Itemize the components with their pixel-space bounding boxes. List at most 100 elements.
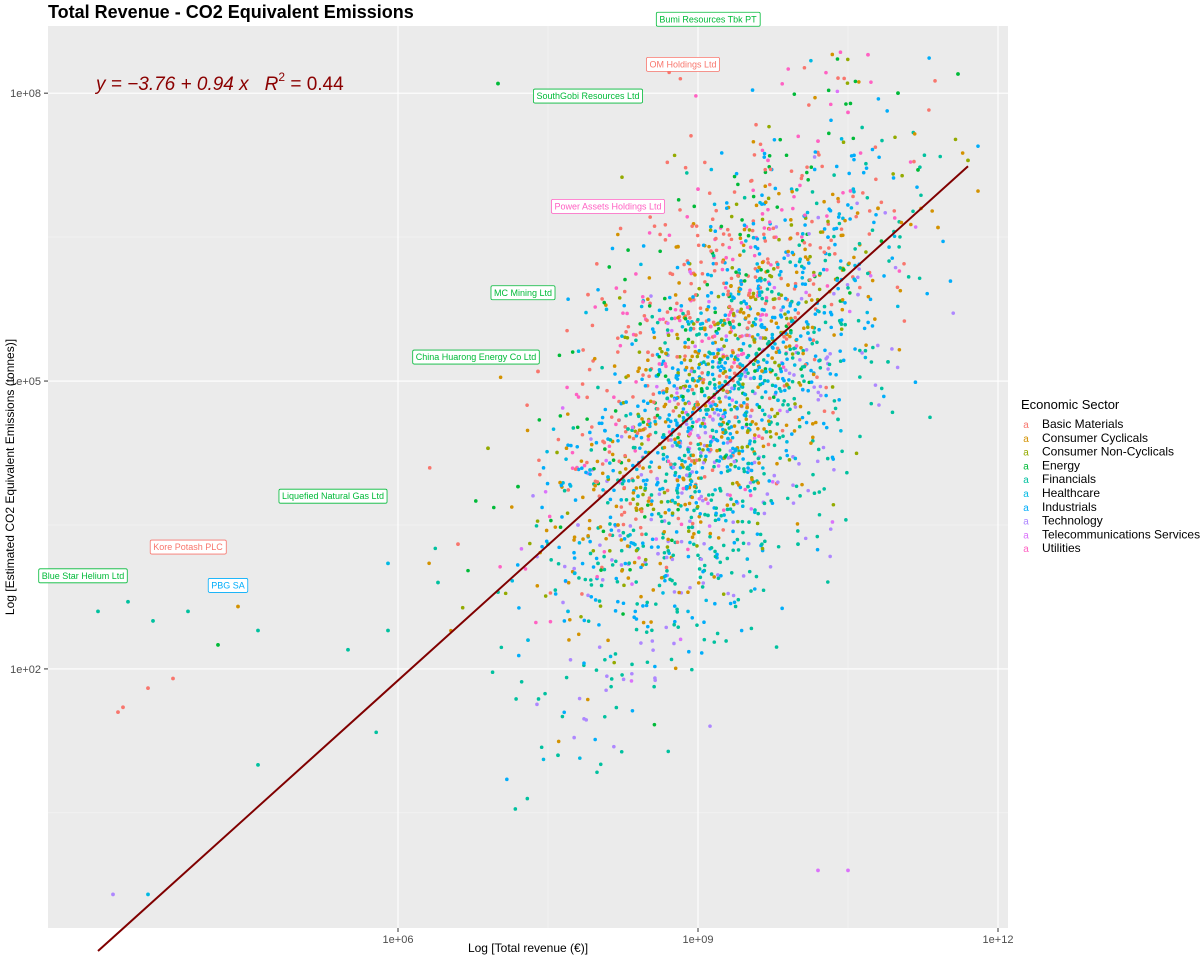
data-point bbox=[781, 305, 785, 309]
data-point bbox=[540, 544, 544, 549]
data-point bbox=[686, 345, 691, 350]
data-point bbox=[652, 400, 656, 405]
data-point bbox=[686, 447, 690, 452]
data-point bbox=[619, 505, 624, 509]
data-point bbox=[708, 434, 713, 439]
data-point bbox=[841, 358, 846, 363]
data-point bbox=[706, 447, 710, 452]
data-point bbox=[742, 413, 747, 417]
data-point bbox=[649, 502, 654, 507]
data-point bbox=[735, 430, 739, 435]
data-point bbox=[725, 389, 729, 394]
data-point bbox=[617, 418, 621, 423]
data-point bbox=[721, 430, 725, 435]
data-point bbox=[776, 262, 780, 267]
data-point bbox=[754, 574, 759, 579]
data-point bbox=[919, 193, 923, 198]
data-point bbox=[602, 549, 607, 554]
data-point bbox=[628, 501, 633, 506]
data-point bbox=[633, 542, 637, 547]
data-point bbox=[769, 263, 773, 267]
data-point bbox=[796, 542, 800, 547]
data-point bbox=[589, 578, 593, 582]
data-point bbox=[725, 356, 730, 361]
data-point bbox=[848, 189, 853, 193]
data-point bbox=[775, 422, 780, 426]
data-point bbox=[677, 432, 681, 436]
data-point bbox=[764, 430, 769, 434]
data-point bbox=[657, 368, 662, 372]
data-point bbox=[721, 592, 726, 596]
data-point bbox=[715, 552, 719, 557]
data-point bbox=[647, 276, 652, 280]
data-point bbox=[782, 378, 786, 383]
data-point bbox=[564, 446, 569, 450]
data-point bbox=[742, 279, 747, 283]
data-point bbox=[681, 407, 686, 411]
data-point bbox=[811, 372, 816, 377]
data-point bbox=[386, 561, 390, 566]
data-point bbox=[538, 472, 542, 477]
data-point bbox=[665, 455, 669, 459]
data-point bbox=[713, 518, 718, 523]
x-tick-label: 1e+09 bbox=[683, 934, 714, 946]
data-point bbox=[664, 472, 669, 476]
data-point bbox=[537, 418, 542, 422]
data-point bbox=[639, 565, 643, 570]
data-point bbox=[666, 549, 671, 553]
data-point bbox=[699, 454, 703, 458]
data-point bbox=[830, 192, 835, 197]
data-point bbox=[668, 462, 673, 467]
data-point bbox=[762, 501, 767, 506]
annotation-label: Blue Star Helium Ltd bbox=[38, 568, 128, 584]
data-point bbox=[646, 350, 650, 355]
data-point bbox=[738, 377, 742, 381]
data-point bbox=[729, 497, 733, 501]
data-point bbox=[755, 278, 760, 283]
data-point bbox=[797, 424, 802, 429]
data-point bbox=[873, 145, 878, 150]
data-point bbox=[762, 378, 767, 383]
data-point bbox=[738, 310, 743, 314]
data-point bbox=[744, 422, 749, 427]
data-point bbox=[714, 261, 719, 266]
data-point bbox=[690, 470, 695, 474]
data-point bbox=[645, 478, 649, 482]
data-point bbox=[714, 208, 719, 213]
data-point bbox=[526, 638, 530, 643]
data-point bbox=[722, 344, 726, 348]
data-point bbox=[731, 350, 735, 355]
data-point bbox=[582, 661, 586, 665]
data-point bbox=[757, 365, 762, 370]
data-point bbox=[773, 186, 778, 191]
data-point bbox=[867, 209, 872, 213]
data-point bbox=[665, 347, 670, 352]
data-point bbox=[784, 351, 788, 356]
data-point bbox=[779, 293, 784, 297]
data-point bbox=[587, 367, 592, 372]
data-point bbox=[748, 439, 752, 443]
data-point bbox=[699, 389, 704, 394]
data-point bbox=[699, 557, 704, 562]
data-point bbox=[741, 311, 746, 315]
data-point bbox=[599, 583, 604, 588]
data-point bbox=[573, 467, 578, 472]
data-point bbox=[786, 322, 791, 326]
data-point bbox=[656, 511, 661, 516]
data-point bbox=[839, 318, 844, 322]
data-point bbox=[676, 516, 681, 521]
data-point bbox=[697, 489, 701, 494]
data-point bbox=[721, 355, 726, 359]
data-point bbox=[870, 278, 875, 283]
data-point bbox=[673, 418, 678, 423]
y-tick-label: 1e+05 bbox=[10, 376, 41, 388]
data-point bbox=[866, 52, 870, 57]
data-point bbox=[816, 215, 821, 220]
data-point bbox=[582, 717, 586, 721]
data-point bbox=[556, 753, 560, 758]
data-point bbox=[649, 620, 653, 624]
data-point bbox=[700, 465, 705, 470]
data-point bbox=[806, 261, 811, 265]
data-point bbox=[683, 354, 687, 358]
data-point bbox=[860, 351, 864, 355]
